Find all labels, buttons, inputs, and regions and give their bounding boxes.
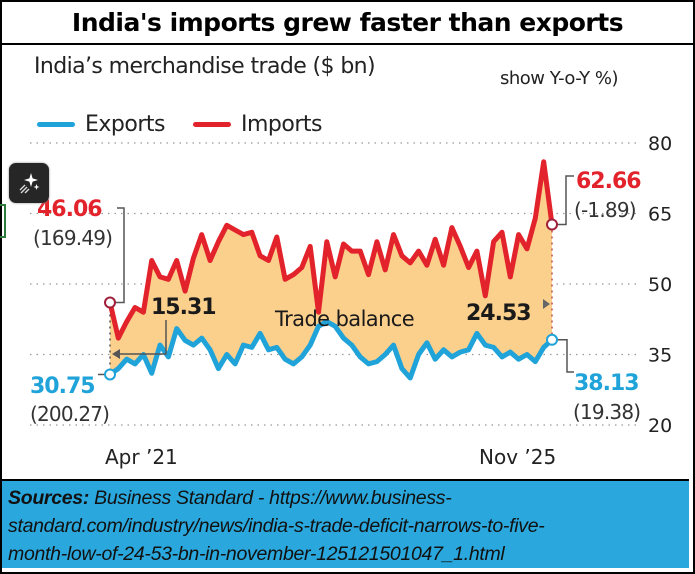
exports-end-marker bbox=[546, 333, 558, 346]
source-label: Sources: bbox=[8, 487, 90, 509]
imports-end-leader bbox=[557, 175, 574, 226]
legend-label-exports: Exports bbox=[85, 112, 165, 137]
legend-swatch-imports bbox=[192, 122, 231, 127]
title-bar: India's imports grew faster than exports bbox=[2, 2, 693, 45]
balance-start-leader bbox=[116, 320, 167, 355]
imports-end-yoy: (-1.89) bbox=[574, 198, 636, 222]
x-tick-label-start: Apr ’21 bbox=[105, 445, 178, 469]
legend: Exports Imports bbox=[37, 112, 340, 137]
source-line-2[interactable]: standard.com/industry/news/india-s-trade… bbox=[8, 515, 545, 537]
y-tick-label: 65 bbox=[648, 204, 672, 226]
imports-end-value: 62.66 bbox=[576, 169, 641, 194]
exports-end-yoy: (19.38) bbox=[573, 400, 640, 424]
exports-start-yoy: (200.27) bbox=[30, 402, 109, 426]
balance-end-arrow-icon bbox=[543, 299, 550, 309]
y-tick-label: 50 bbox=[648, 274, 672, 296]
imports-line bbox=[107, 159, 555, 341]
legend-swatch-exports bbox=[37, 122, 75, 127]
selection-marker bbox=[0, 204, 6, 238]
x-tick-label-end: Nov ’25 bbox=[479, 445, 556, 469]
imports-start-marker bbox=[104, 296, 116, 309]
y-tick-label: 20 bbox=[648, 415, 672, 437]
legend-label-imports: Imports bbox=[240, 112, 322, 137]
sparkles-icon bbox=[19, 173, 40, 194]
chart-title: India's imports grew faster than exports bbox=[71, 8, 624, 37]
exports-start-marker bbox=[104, 368, 116, 381]
ai-assist-button[interactable] bbox=[9, 163, 49, 203]
source-line-1: Sources: Business Standard - https://www… bbox=[8, 484, 683, 512]
chart-subtitle: India’s merchandise trade ($ bn) bbox=[34, 54, 376, 79]
y-tick-label: 35 bbox=[648, 345, 672, 367]
imports-start-leader bbox=[115, 207, 125, 304]
exports-start-value: 30.75 bbox=[30, 374, 95, 399]
annotation-leaders bbox=[98, 175, 574, 376]
end-markers bbox=[104, 218, 558, 381]
source-text-1: Business Standard - https://www.business… bbox=[89, 487, 452, 509]
exports-line bbox=[108, 319, 554, 381]
y-tick-label: 80 bbox=[648, 133, 672, 155]
imports-start-value: 46.06 bbox=[37, 197, 102, 222]
source-box: Sources: Business Standard - https://www… bbox=[2, 479, 689, 568]
imports-end-marker bbox=[546, 218, 558, 231]
exports-end-leader bbox=[557, 339, 574, 373]
trade-balance-label: Trade balance bbox=[274, 307, 414, 331]
imports-start-yoy: (169.49) bbox=[33, 226, 112, 250]
source-line-3[interactable]: month-low-of-24-53-bn-in-november-125121… bbox=[8, 543, 505, 565]
balance-end-label: 24.53 bbox=[466, 301, 531, 326]
yoy-note: show Y-o-Y %) bbox=[500, 68, 618, 89]
balance-start-label: 15.31 bbox=[151, 295, 216, 320]
balance-start-arrow-icon bbox=[112, 349, 120, 359]
exports-end-value: 38.13 bbox=[574, 371, 639, 396]
y-tick-labels: 20 35 50 65 80 bbox=[648, 133, 672, 437]
